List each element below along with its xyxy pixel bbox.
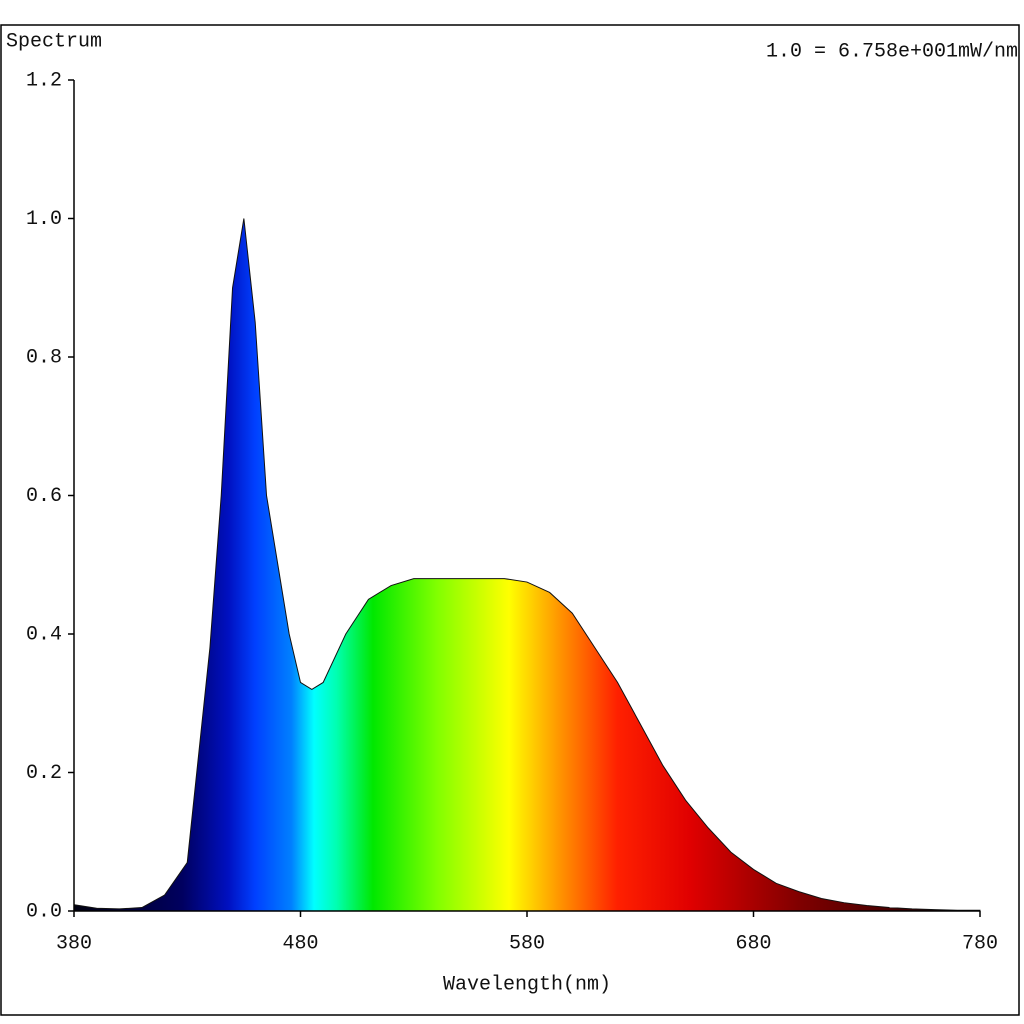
x-tick-label: 680 — [735, 932, 771, 955]
y-tick-label: 1.0 — [26, 208, 62, 231]
annotation: 1.0 = 6.758e+001mW/nm — [766, 40, 1018, 63]
y-tick-label: 0.0 — [26, 900, 62, 923]
x-tick-label: 780 — [962, 932, 998, 955]
frame — [0, 24, 1020, 1016]
x-tick-label: 580 — [509, 932, 545, 955]
chart-title: Spectrum — [6, 30, 102, 53]
y-tick-label: 0.4 — [26, 623, 62, 646]
x-axis-label: Wavelength(nm) — [443, 973, 611, 996]
y-tick-label: 1.2 — [26, 69, 62, 92]
spectrum-area — [73, 218, 981, 912]
x-tick-label: 380 — [56, 932, 92, 955]
y-tick-label: 0.8 — [26, 346, 62, 369]
y-tick-label: 0.6 — [26, 485, 62, 508]
y-tick-label: 0.2 — [26, 762, 62, 785]
x-tick-label: 480 — [282, 932, 318, 955]
